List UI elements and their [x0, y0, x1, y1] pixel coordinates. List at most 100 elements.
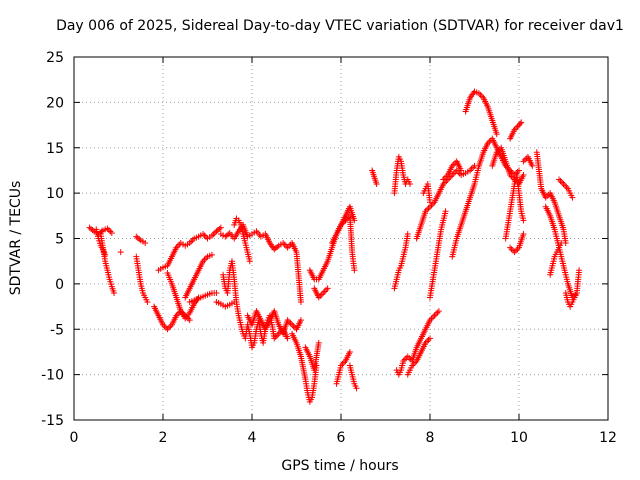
data-point — [315, 339, 322, 346]
data-point — [142, 240, 149, 247]
data-point — [108, 230, 115, 237]
data-point — [470, 164, 477, 171]
data-point — [513, 247, 520, 254]
data-point — [165, 324, 172, 331]
data-point — [286, 243, 293, 250]
data-point — [290, 323, 297, 330]
data-point — [493, 131, 500, 138]
data-point — [216, 225, 223, 232]
data-point — [318, 291, 325, 298]
data-point — [324, 285, 331, 292]
data-point — [373, 181, 380, 188]
data-point — [576, 267, 583, 274]
data-point — [458, 167, 465, 174]
x-tick-labels: 0 2 4 6 8 10 12 — [70, 430, 617, 446]
y-tick-label: 10 — [46, 186, 64, 202]
y-axis-label: SDTVAR / TECUs — [8, 181, 24, 296]
data-point — [428, 202, 435, 209]
y-tick-label: -15 — [41, 413, 64, 429]
data-point — [346, 348, 353, 355]
data-point — [432, 311, 439, 318]
y-tick-labels: -15 -10 -5 0 5 10 15 20 25 — [41, 50, 64, 429]
data-point — [107, 228, 114, 235]
x-tick-label: 6 — [337, 430, 346, 446]
data-point — [297, 317, 304, 324]
grid-layer — [74, 57, 608, 420]
data-point — [518, 119, 525, 126]
data-point — [431, 312, 438, 319]
data-point — [186, 317, 193, 324]
data-point — [511, 249, 518, 256]
data-point — [406, 181, 413, 188]
data-point — [102, 251, 109, 258]
y-tick-label: 15 — [46, 141, 64, 157]
data-point — [517, 120, 524, 127]
data-point — [297, 299, 304, 306]
y-tick-label: -5 — [50, 322, 64, 338]
data-point — [201, 232, 208, 239]
axis-ticks — [73, 56, 609, 421]
data-point — [521, 156, 528, 163]
data-point — [559, 179, 566, 186]
data-point — [425, 205, 432, 212]
data-point — [284, 244, 291, 251]
x-tick-label: 10 — [510, 430, 528, 446]
chart-title: Day 006 of 2025, Sidereal Day-to-day VTE… — [56, 18, 624, 34]
data-point — [425, 336, 432, 343]
data-point — [89, 227, 96, 234]
data-point — [144, 299, 151, 306]
data-point — [164, 326, 171, 333]
data-point — [440, 176, 447, 183]
y-tick-label: 0 — [55, 277, 64, 293]
data-point — [516, 167, 522, 174]
data-point — [281, 241, 288, 248]
data-point — [274, 243, 281, 250]
data-point — [520, 230, 527, 237]
x-axis-label: GPS time / hours — [281, 458, 398, 474]
y-tick-label: 20 — [46, 95, 64, 111]
data-point — [406, 354, 413, 361]
data-point — [520, 171, 527, 178]
x-tick-label: 2 — [159, 430, 168, 446]
data-point — [441, 175, 448, 181]
data-point — [323, 286, 330, 293]
data-point — [427, 199, 433, 206]
data-point — [434, 309, 441, 316]
data-point — [351, 267, 358, 274]
data-point — [274, 332, 281, 339]
data-point — [520, 158, 527, 165]
data-point — [105, 227, 112, 234]
data-point — [404, 230, 411, 237]
data-point — [210, 231, 217, 238]
data-point — [561, 182, 568, 189]
data-point — [246, 258, 253, 265]
data-point — [557, 178, 564, 185]
data-point — [284, 335, 291, 342]
data-point — [569, 194, 576, 201]
data-point — [353, 385, 360, 392]
data-point — [427, 335, 433, 342]
data-point — [287, 320, 294, 327]
data-point — [529, 162, 536, 169]
data-point — [188, 238, 195, 245]
data-point — [111, 289, 118, 296]
data-point — [321, 288, 328, 295]
data-point — [208, 251, 215, 258]
data-points — [86, 88, 583, 405]
data-point — [468, 165, 475, 172]
data-point — [429, 314, 436, 321]
x-tick-label: 8 — [426, 430, 435, 446]
data-point — [225, 231, 232, 238]
data-point — [507, 244, 514, 251]
data-point — [213, 289, 220, 296]
data-point — [211, 229, 218, 236]
data-point — [558, 240, 565, 247]
data-point — [435, 308, 442, 315]
x-tick-label: 12 — [599, 430, 617, 446]
data-point — [520, 217, 527, 224]
data-point — [514, 168, 521, 175]
y-tick-label: 5 — [55, 232, 64, 248]
data-point — [117, 249, 124, 256]
data-point — [508, 246, 515, 253]
